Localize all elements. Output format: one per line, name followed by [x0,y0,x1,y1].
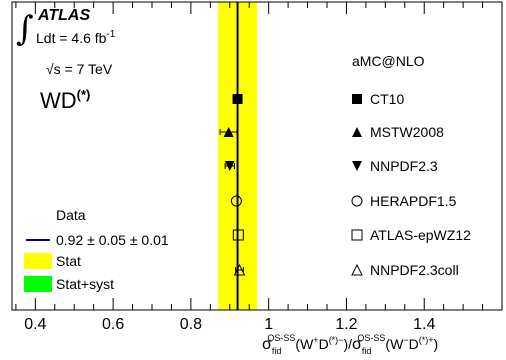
legend-marker [351,195,363,207]
syst-legend-swatch [24,276,52,292]
prediction-point [224,161,235,171]
legend-label-mstw2008: MSTW2008 [370,124,444,140]
prediction-point [233,263,246,276]
stat-legend-swatch [24,253,52,269]
legend-label-nnpdf23coll: NNPDF2.3coll [370,262,459,278]
prediction-points [219,94,246,276]
x-tick-label: 1.2 [335,316,357,333]
legend-label-ct10: CT10 [370,91,404,107]
x-axis-title: σfidOS-SS(W+D(*)−)/σfidOS-SS(W−D(*)+) [262,333,438,356]
prediction-point [230,195,242,207]
x-tick-label: 1.4 [413,316,435,333]
syst-legend-label: Stat+syst [56,276,114,292]
legend-label-atlas-epwz12: ATLAS-epWZ12 [370,227,471,243]
prediction-point [223,127,234,137]
legend-marker [352,94,362,104]
legend-marker [351,229,363,241]
legend-label-nnpdf23: NNPDF2.3 [370,158,438,174]
x-axis-ticks [15,2,503,310]
prediction-point [232,229,244,241]
legend-marker [352,161,362,171]
x-tick-label: 0.8 [180,316,202,333]
experiment-label: ATLAS [37,7,90,24]
stat-legend-label: Stat [56,253,81,269]
integral-sign: ∫ [16,9,34,49]
measurement-value-label: 0.92 ± 0.05 ± 0.01 [56,232,169,248]
process-label: WD(*) [40,87,90,113]
x-tick-label: 1 [264,316,273,333]
energy-label: √s = 7 TeV [46,61,113,77]
x-tick-label: 0.4 [24,316,46,333]
prediction-point [232,94,243,104]
legend-label-herapdf15: HERAPDF1.5 [370,193,457,209]
x-axis-tick-labels: 0.4 0.6 0.8 1 1.2 1.4 [24,316,435,333]
plot-frame [11,1,503,311]
luminosity-label: Ldt = 4.6 fb-1 [36,29,116,46]
legend-marker [352,127,362,137]
legend-markers [351,94,363,276]
generator-label: aMC@NLO [352,53,425,69]
x-tick-label: 0.6 [102,316,124,333]
data-legend-label: Data [56,207,86,223]
legend-marker [351,263,363,276]
